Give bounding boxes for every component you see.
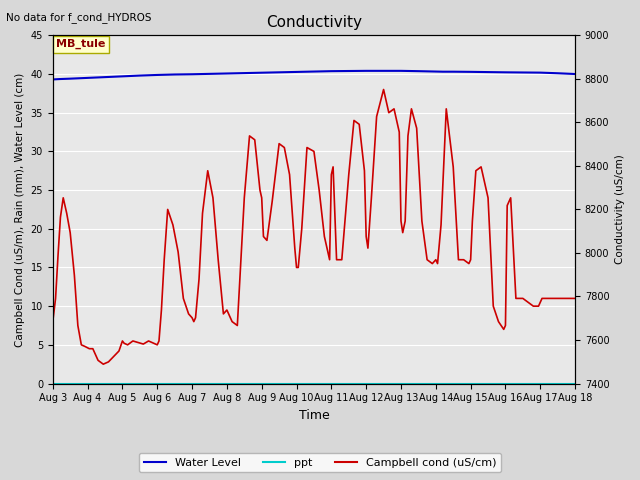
- Water Level: [467, 69, 474, 75]
- Water Level: [572, 71, 579, 77]
- Water Level: [118, 73, 126, 79]
- Water Level: [84, 75, 92, 81]
- Water Level: [258, 70, 266, 75]
- Water Level: [136, 72, 143, 78]
- Y-axis label: Conductivity (uS/cm): Conductivity (uS/cm): [615, 155, 625, 264]
- Water Level: [519, 70, 527, 75]
- Text: No data for f_cond_HYDROS: No data for f_cond_HYDROS: [6, 12, 152, 23]
- Water Level: [484, 69, 492, 75]
- Water Level: [345, 68, 353, 74]
- Line: Water Level: Water Level: [52, 71, 575, 79]
- Water Level: [415, 68, 422, 74]
- Y-axis label: Campbell Cond (uS/m), Rain (mm), Water Level (cm): Campbell Cond (uS/m), Rain (mm), Water L…: [15, 72, 25, 347]
- Water Level: [554, 71, 561, 76]
- Water Level: [310, 69, 318, 74]
- Water Level: [328, 68, 335, 74]
- Text: MB_tule: MB_tule: [56, 39, 106, 49]
- Water Level: [432, 69, 440, 74]
- Water Level: [397, 68, 405, 74]
- Water Level: [241, 70, 248, 76]
- X-axis label: Time: Time: [299, 409, 330, 422]
- Water Level: [67, 76, 74, 82]
- Water Level: [56, 76, 63, 82]
- Water Level: [536, 70, 544, 75]
- Water Level: [49, 76, 56, 82]
- Water Level: [292, 69, 300, 75]
- Water Level: [171, 72, 179, 77]
- Water Level: [439, 69, 447, 74]
- Water Level: [275, 70, 283, 75]
- Water Level: [449, 69, 457, 74]
- Title: Conductivity: Conductivity: [266, 15, 362, 30]
- Water Level: [154, 72, 161, 78]
- Water Level: [362, 68, 370, 74]
- Water Level: [502, 70, 509, 75]
- Water Level: [205, 71, 213, 77]
- Water Level: [223, 71, 231, 76]
- Water Level: [380, 68, 387, 74]
- Legend: Water Level, ppt, Campbell cond (uS/cm): Water Level, ppt, Campbell cond (uS/cm): [140, 453, 500, 472]
- Water Level: [101, 74, 109, 80]
- Water Level: [188, 72, 196, 77]
